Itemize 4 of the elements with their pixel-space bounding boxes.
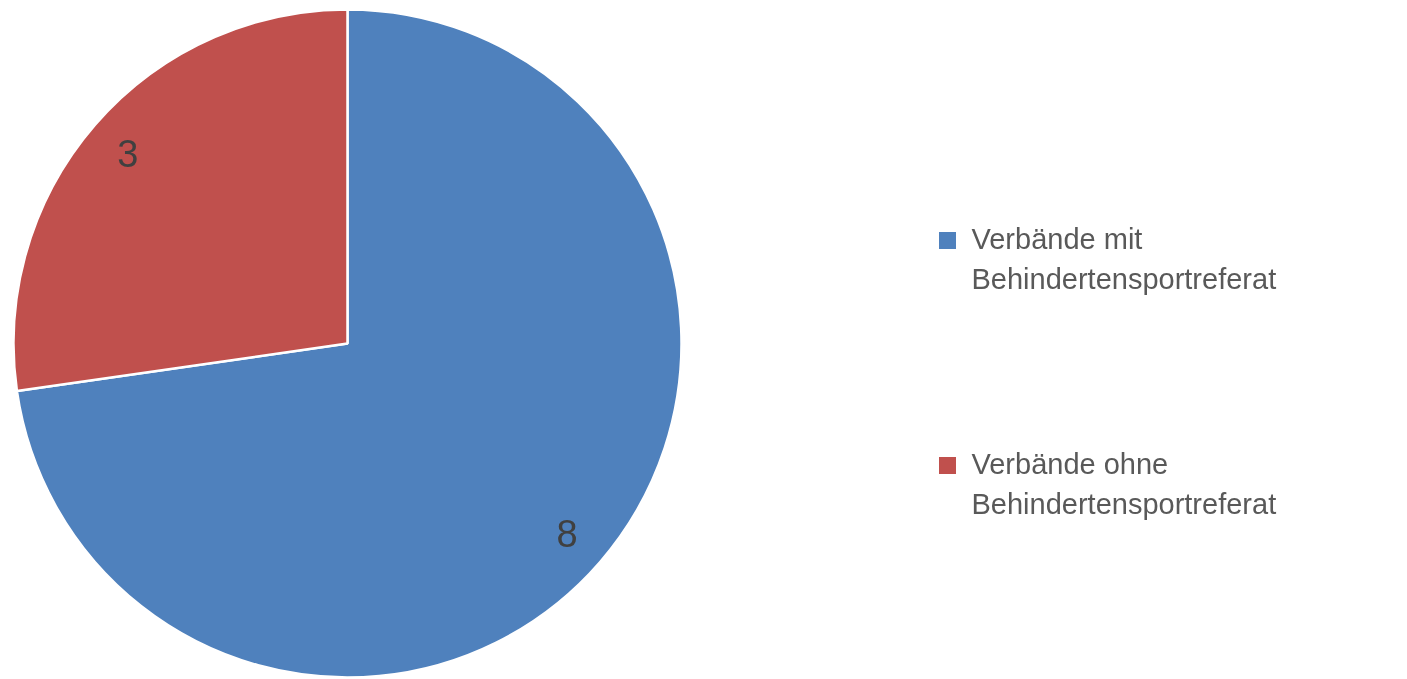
- data-label: 3: [117, 132, 139, 175]
- data-label: 8: [556, 513, 578, 556]
- legend-label: Verbände ohne Behindertensportreferat: [971, 447, 1277, 520]
- legend-label: Verbände mit Behindertensportreferat: [971, 222, 1277, 295]
